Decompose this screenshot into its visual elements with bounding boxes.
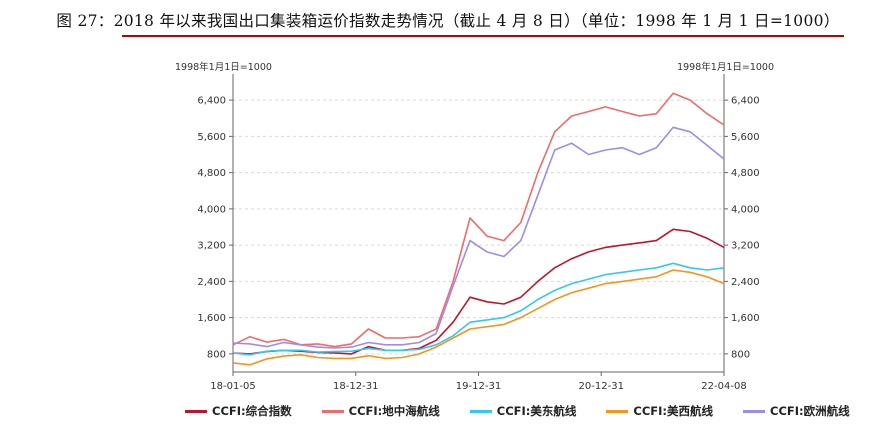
x-tick-label: 18-12-31 — [333, 381, 378, 392]
y-tick-label-right: 800 — [731, 349, 750, 360]
x-tick-label: 20-12-31 — [579, 381, 624, 392]
y-tick-label-left: 1,600 — [197, 313, 226, 324]
y-tick-label-left: 4,800 — [197, 168, 226, 179]
legend-swatch — [743, 409, 765, 413]
y-tick-label-left: 4,000 — [197, 204, 226, 215]
series-line-2 — [232, 92, 725, 348]
series-lines — [232, 92, 725, 366]
figure-title: 图 27：2018 年以来我国出口集装箱运价指数走势情况（截止 4 月 8 日）… — [56, 12, 840, 30]
legend-item-4: CCFI:美西航线 — [606, 402, 713, 420]
y-tick-label-right: 3,200 — [731, 241, 760, 252]
y-tick-label-left: 5,600 — [197, 132, 226, 143]
legend-item-3: CCFI:美东航线 — [469, 402, 577, 420]
tick-labels: 800 800 1,600 1,600 2,400 2,400 3,200 3,200 4,00… — [175, 61, 774, 392]
legend-label: CCFI:地中海航线 — [348, 404, 440, 418]
legend-label: CCFI:美西航线 — [633, 404, 713, 418]
x-tick-label: 22-04-08 — [701, 381, 746, 392]
legend-item-1: CCFI:综合指数 — [185, 402, 292, 420]
title-underline — [122, 35, 844, 37]
grid-lines — [233, 99, 724, 355]
y-tick-label-left: 800 — [207, 349, 226, 360]
y-tick-label-left: 2,400 — [197, 277, 226, 288]
legend-swatch — [185, 409, 207, 413]
axes — [229, 74, 728, 376]
series-line-1 — [232, 228, 725, 355]
y-tick-label-left: 3,200 — [197, 241, 226, 252]
y-axis-unit-left: 1998年1月1日=1000 — [175, 61, 272, 73]
series-line-4 — [232, 269, 725, 366]
y-tick-label-right: 6,400 — [731, 96, 760, 107]
legend-swatch — [469, 409, 492, 413]
line-chart: 800 800 1,600 1,600 2,400 2,400 3,200 3,200 4,00… — [175, 61, 774, 392]
legend: CCFI:综合指数 CCFI:地中海航线 CCFI:美东航线 CCFI:美西航线 CCF… — [185, 402, 850, 420]
legend-label: CCFI:欧洲航线 — [770, 404, 850, 418]
legend-label: CCFI:综合指数 — [212, 404, 292, 418]
series-line-5 — [232, 126, 725, 349]
y-tick-label-left: 6,400 — [197, 96, 226, 107]
legend-swatch — [321, 409, 344, 413]
legend-label: CCFI:美东航线 — [496, 404, 577, 418]
y-tick-label-right: 5,600 — [731, 132, 760, 143]
y-tick-label-right: 4,000 — [731, 204, 760, 215]
x-tick-label: 18-01-05 — [210, 381, 255, 392]
y-tick-label-right: 1,600 — [731, 313, 760, 324]
legend-swatch — [606, 409, 629, 413]
series-line-3 — [232, 262, 725, 356]
y-axis-unit-right: 1998年1月1日=1000 — [677, 61, 774, 73]
y-tick-label-right: 2,400 — [731, 277, 760, 288]
legend-item-2: CCFI:地中海航线 — [321, 402, 440, 420]
legend-item-5: CCFI:欧洲航线 — [743, 402, 850, 420]
y-tick-label-right: 4,800 — [731, 168, 760, 179]
x-tick-label: 19-12-31 — [456, 381, 501, 392]
